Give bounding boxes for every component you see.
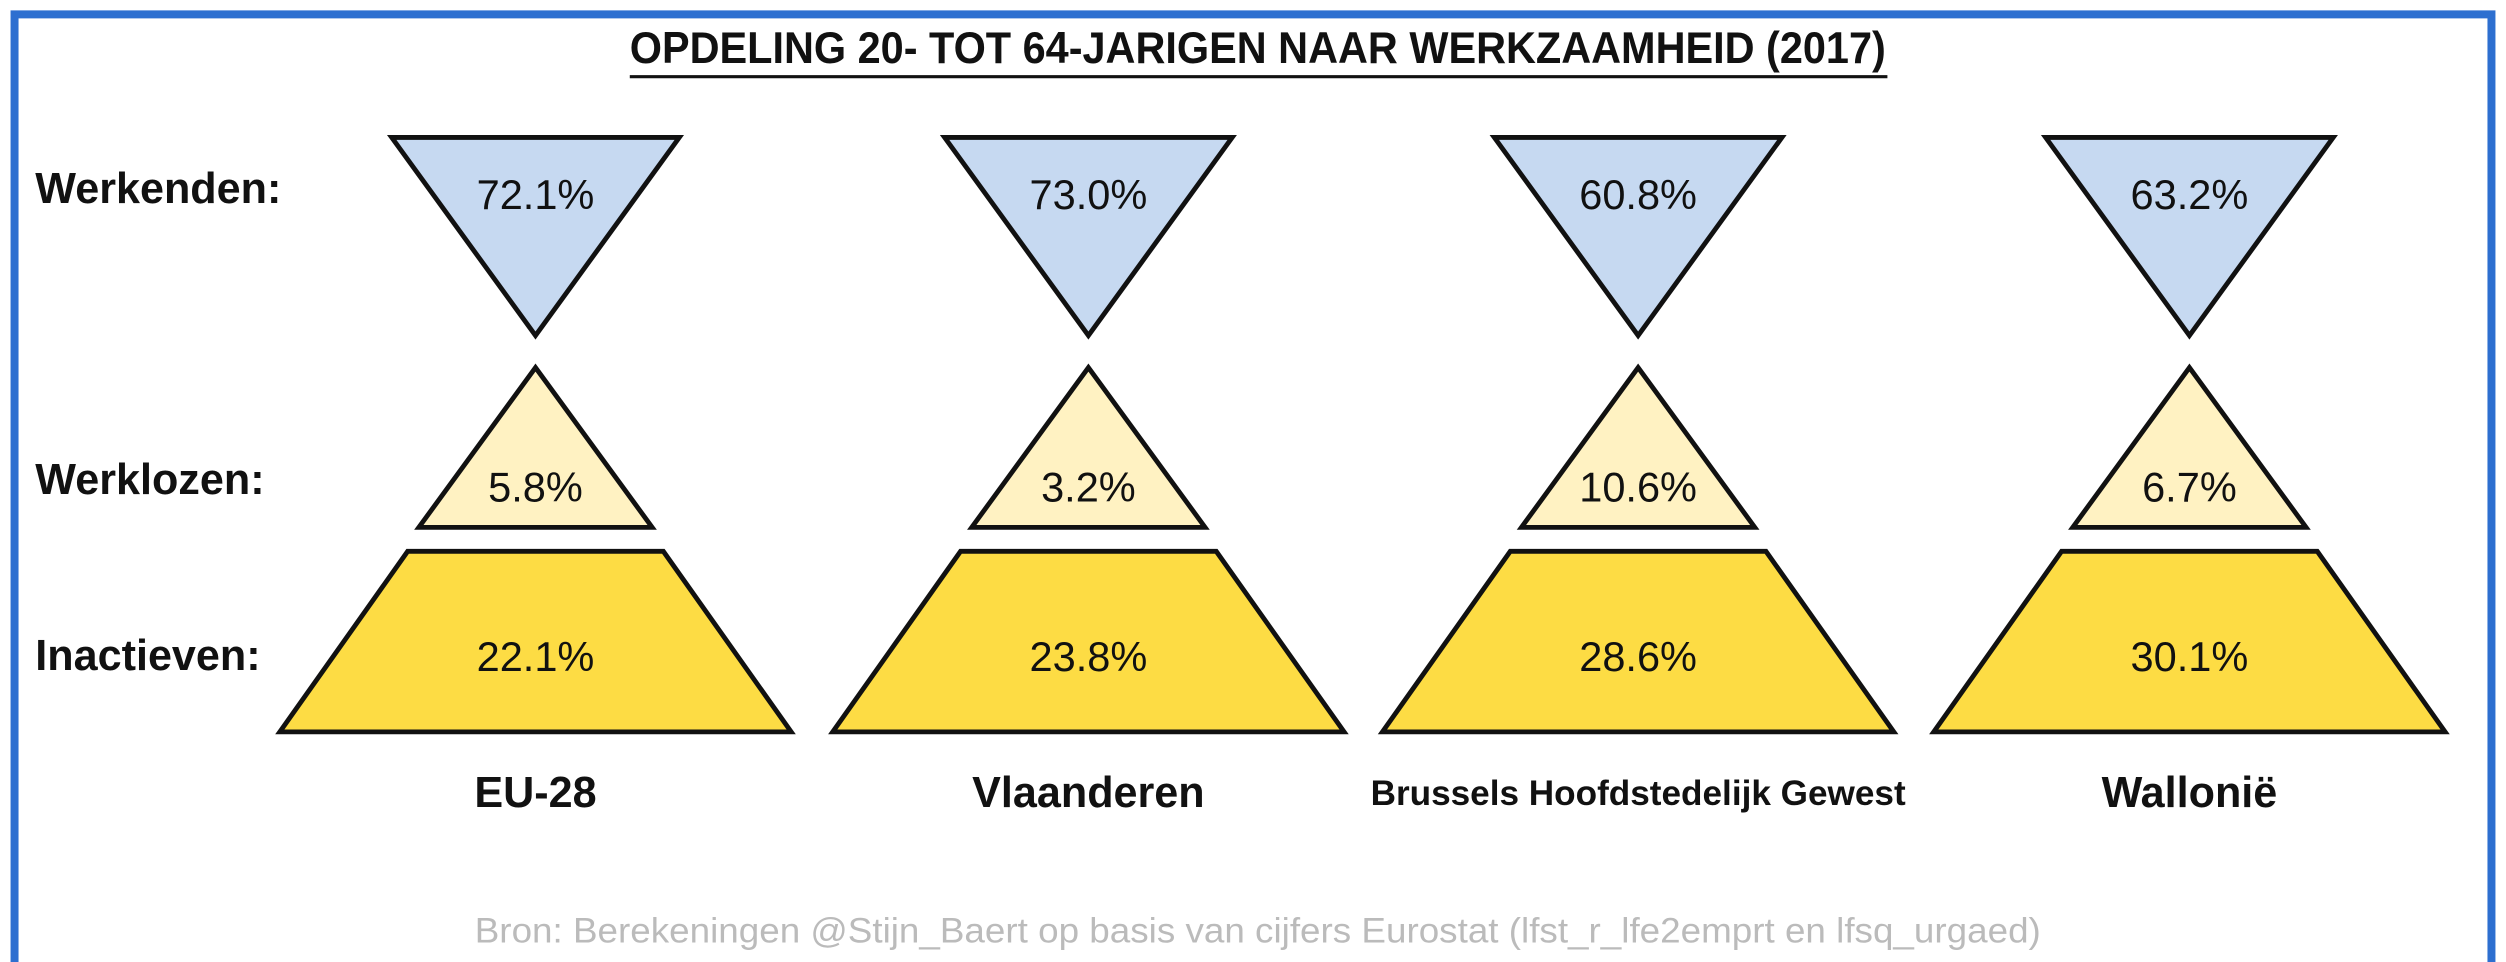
value-label: 6.7% bbox=[2142, 464, 2237, 511]
legend-label: Werkenden: bbox=[35, 165, 281, 213]
value-label: 5.8% bbox=[488, 464, 583, 511]
value-label: 23.8% bbox=[1030, 633, 1148, 680]
category-label: EU-28 bbox=[474, 769, 596, 817]
value-label: 10.6% bbox=[1579, 464, 1697, 511]
chart-title: OPDELING 20- TOT 64-JARIGEN NAAR WERKZAA… bbox=[630, 23, 1886, 73]
frame bbox=[10, 10, 2496, 962]
legend-label: Inactieven: bbox=[35, 632, 260, 680]
shape bbox=[2068, 363, 2311, 530]
shape bbox=[1929, 548, 2450, 735]
shape bbox=[1489, 135, 1787, 340]
shape bbox=[414, 363, 657, 530]
value-label: 3.2% bbox=[1041, 464, 1136, 511]
shape bbox=[967, 363, 1210, 530]
value-label: 22.1% bbox=[477, 633, 595, 680]
value-label: 60.8% bbox=[1579, 171, 1697, 218]
legend-label: Werklozen: bbox=[35, 456, 264, 504]
source: Bron: Berekeningen @Stijn_Baert op basis… bbox=[475, 912, 2041, 951]
shape bbox=[1516, 363, 1760, 530]
shape bbox=[2040, 135, 2338, 340]
value-label: 72.1% bbox=[477, 171, 595, 218]
category-label: Wallonië bbox=[2102, 769, 2278, 817]
value-label: 63.2% bbox=[2131, 171, 2249, 218]
shape bbox=[1377, 548, 1899, 735]
shape bbox=[828, 548, 1349, 735]
value-label: 30.1% bbox=[2131, 633, 2249, 680]
shape bbox=[939, 135, 1237, 340]
value-label: 28.6% bbox=[1579, 633, 1697, 680]
shape bbox=[275, 548, 796, 735]
shape bbox=[386, 135, 685, 340]
value-label: 73.0% bbox=[1030, 171, 1148, 218]
category-label: Brussels Hoofdstedelijk Gewest bbox=[1371, 774, 1906, 813]
category-label: Vlaanderen bbox=[972, 769, 1204, 817]
